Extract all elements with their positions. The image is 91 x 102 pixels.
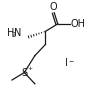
Text: +: + [27, 67, 32, 72]
Text: I: I [65, 58, 68, 68]
Text: H: H [7, 28, 14, 38]
Text: −: − [68, 58, 74, 63]
Text: OH: OH [71, 19, 86, 29]
Text: N: N [14, 28, 22, 38]
Text: 2: 2 [12, 32, 16, 38]
Text: S: S [21, 68, 27, 78]
Text: O: O [50, 2, 57, 12]
